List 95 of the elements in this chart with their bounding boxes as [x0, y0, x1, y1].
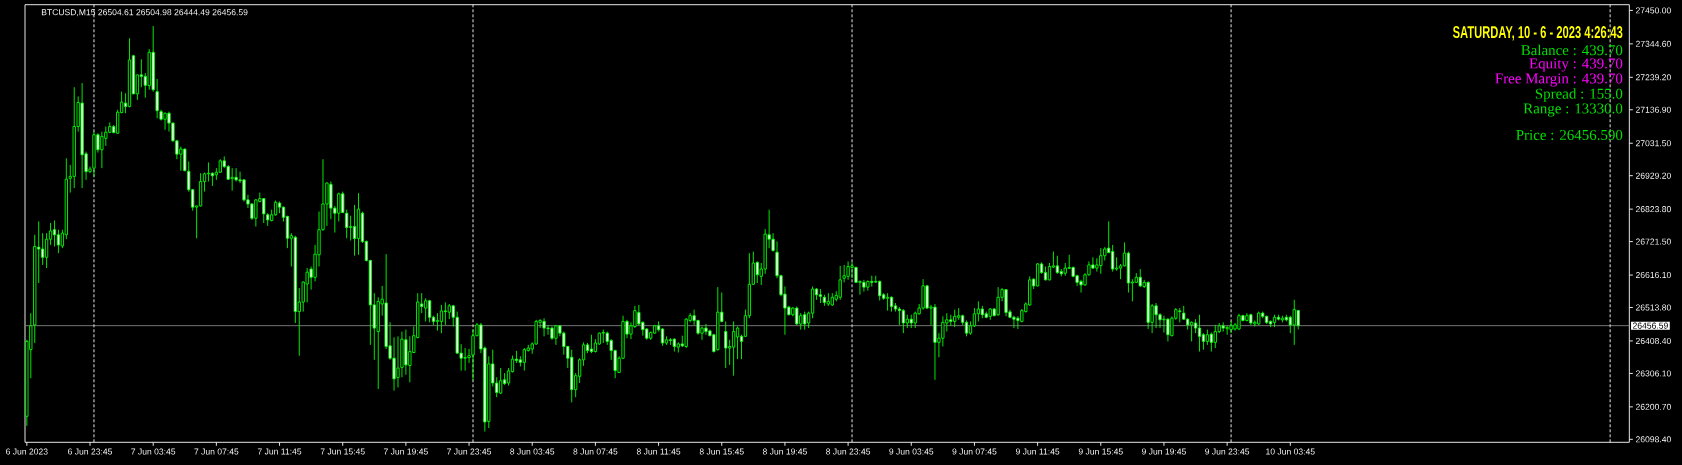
- candlestick: [546, 324, 550, 336]
- candlestick: [704, 323, 708, 336]
- candlestick: [1178, 307, 1182, 323]
- x-tick-label: 7 Jun 15:45: [320, 448, 365, 455]
- x-tick-label: 7 Jun 11:45: [257, 448, 302, 455]
- candlestick: [1292, 299, 1296, 346]
- candlestick: [522, 347, 526, 372]
- y-tick-label: 26823.80: [1635, 206, 1671, 213]
- candlestick: [41, 232, 45, 266]
- y-tick-label: 26200.70: [1635, 403, 1671, 410]
- x-tick-label: 9 Jun 03:45: [889, 448, 934, 455]
- candlestick: [803, 311, 807, 331]
- candlestick: [1296, 309, 1300, 330]
- candlestick: [499, 367, 503, 395]
- candlestick: [1055, 255, 1059, 275]
- y-tick-label: 27136.90: [1635, 106, 1671, 113]
- x-tick-label: 8 Jun 03:45: [510, 448, 555, 455]
- candlestick: [996, 286, 1000, 317]
- x-tick-label: 7 Jun 19:45: [383, 448, 428, 455]
- candlestick: [846, 260, 850, 281]
- candlestick: [305, 267, 309, 303]
- y-tick-label: 26098.40: [1635, 436, 1671, 443]
- x-tick-label: 9 Jun 15:45: [1078, 448, 1123, 455]
- y-tick-label: 26306.10: [1635, 370, 1671, 377]
- candlestick: [100, 131, 104, 169]
- y-tick-label: 27031.50: [1635, 140, 1671, 147]
- y-tick-label: 27450.00: [1635, 7, 1671, 14]
- annotation: Free Margin : 439.70: [1495, 73, 1623, 87]
- candlestick: [921, 278, 925, 311]
- chart-title: BTCUSD,M15 26504.61 26504.98 26444.49 26456.59: [41, 9, 248, 17]
- candlestick: [44, 232, 49, 269]
- ref-line-label: 26456.59: [1632, 322, 1668, 329]
- candlestick: [735, 326, 740, 360]
- x-tick-label: 8 Jun 19:45: [762, 448, 807, 455]
- candlestick: [52, 220, 57, 247]
- candlestick: [838, 265, 842, 301]
- candlestick: [755, 260, 759, 284]
- y-tick-label: 26408.40: [1635, 337, 1671, 344]
- candlestick: [542, 317, 546, 337]
- x-tick-label: 7 Jun 07:45: [194, 448, 239, 455]
- x-tick-label: 7 Jun 23:45: [447, 448, 492, 455]
- annotation: Range : 13330.0: [1523, 103, 1623, 117]
- candlestick: [396, 335, 400, 388]
- candlestick: [731, 320, 736, 377]
- x-tick-label: 9 Jun 11:45: [1015, 448, 1060, 455]
- candlestick: [163, 112, 167, 131]
- candlestick: [878, 280, 882, 301]
- x-tick-label: 8 Jun 23:45: [826, 448, 871, 455]
- y-tick-label: 26721.50: [1635, 238, 1671, 245]
- y-tick-label: 27344.60: [1635, 40, 1671, 47]
- y-tick-label: 27239.20: [1635, 74, 1671, 81]
- candlestick: [850, 261, 854, 279]
- annotation: Price : 26456.590: [1516, 129, 1623, 141]
- candlestick: [1225, 325, 1229, 336]
- candlestick: [439, 304, 444, 334]
- y-tick-label: 26616.10: [1635, 272, 1671, 279]
- candlestick: [862, 279, 866, 293]
- candlestick: [230, 167, 234, 192]
- candlestick: [56, 229, 61, 254]
- x-tick-label: 10 Jun 03:45: [1266, 448, 1315, 455]
- candlestick: [337, 192, 341, 222]
- candlestick: [463, 347, 467, 372]
- x-tick-label: 8 Jun 07:45: [573, 448, 618, 455]
- annotation: Balance : 439.70: [1521, 44, 1623, 56]
- candlestick: [352, 204, 357, 257]
- x-tick-label: 9 Jun 19:45: [1141, 448, 1186, 455]
- x-tick-label: 6 Jun 2023: [6, 448, 48, 455]
- annotation: Spread : 155.0: [1535, 88, 1623, 102]
- candlestick: [1229, 320, 1233, 334]
- candlestick: [1099, 247, 1103, 275]
- candlestick: [1154, 302, 1158, 329]
- candlestick: [443, 301, 447, 326]
- x-tick-label: 6 Jun 23:45: [68, 448, 113, 455]
- y-tick-label: 26513.80: [1635, 304, 1671, 311]
- candlestick: [1004, 288, 1008, 317]
- candlestick: [1012, 315, 1016, 329]
- x-tick-label: 7 Jun 03:45: [131, 448, 176, 455]
- candlestick: [1162, 315, 1166, 333]
- x-tick-label: 9 Jun 07:45: [952, 448, 997, 455]
- x-tick-label: 8 Jun 15:45: [699, 448, 744, 455]
- y-tick-label: 26929.20: [1635, 172, 1671, 179]
- annotation: Equity : 439.70: [1529, 58, 1623, 72]
- candlestick: [254, 198, 258, 227]
- candlestick: [262, 198, 266, 224]
- candlestick: [897, 306, 902, 326]
- candlestick: [1166, 317, 1170, 342]
- candlestick: [348, 215, 353, 241]
- annotation: SATURDAY, 10 - 6 - 2023 4:26:43: [1452, 26, 1623, 41]
- candlestick: [601, 329, 605, 344]
- x-tick-label: 9 Jun 23:45: [1205, 448, 1250, 455]
- candlestick: [408, 335, 412, 383]
- candlestick: [1111, 244, 1115, 273]
- candlestick: [1213, 324, 1217, 349]
- x-tick-label: 8 Jun 11:45: [636, 448, 681, 455]
- candlestick: [795, 306, 799, 326]
